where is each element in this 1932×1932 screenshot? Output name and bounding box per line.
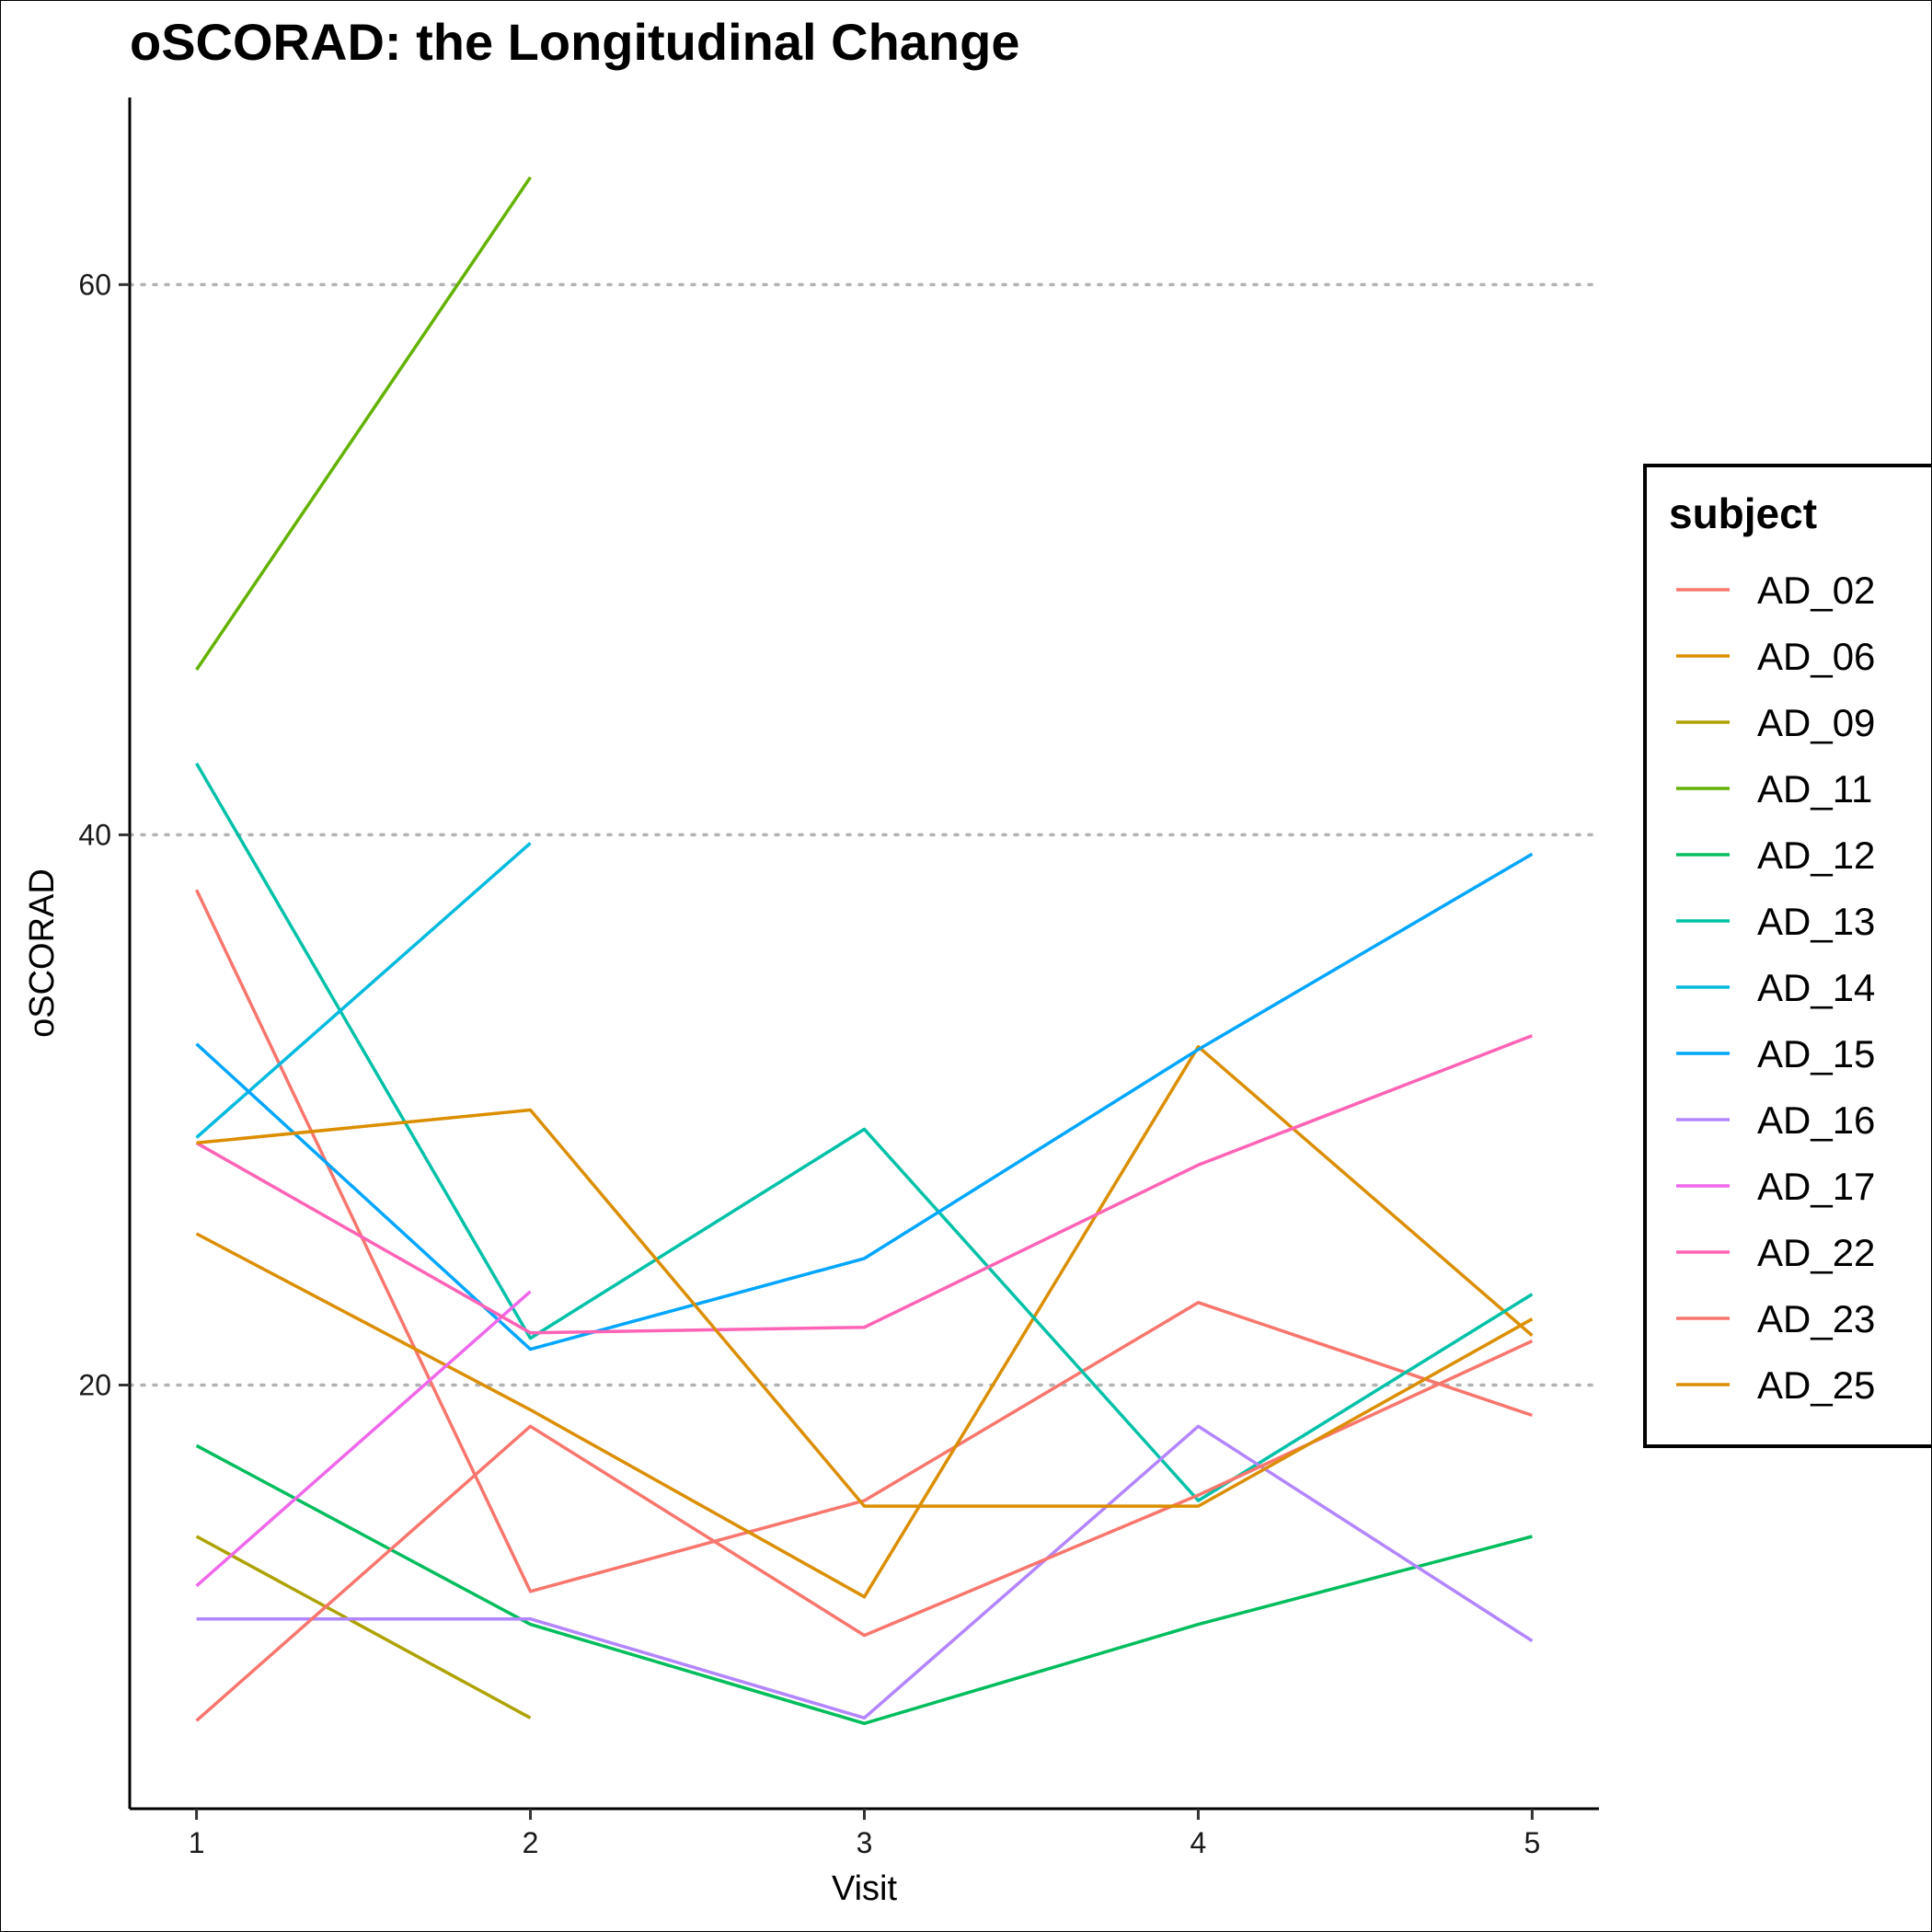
legend-label: AD_14 [1757,966,1875,1009]
legend-item: AD_16 [1676,1098,1875,1142]
legend-item: AD_22 [1676,1231,1875,1274]
series-line-ad-13 [195,762,1534,1502]
legend-label: AD_12 [1757,834,1875,877]
legend-label: AD_23 [1757,1297,1875,1340]
y-axis-title: oSCORAD [23,868,62,1038]
legend-item: AD_23 [1676,1297,1875,1340]
legend-label: AD_15 [1757,1032,1875,1075]
legend-item: AD_11 [1676,767,1872,811]
series-lines [195,176,1534,1726]
legend-label: AD_25 [1757,1363,1875,1407]
legend-item: AD_09 [1676,701,1875,744]
x-tick-label: 1 [189,1826,205,1859]
series-line-ad-25 [196,1108,1534,1508]
grid-lines [128,282,1601,1387]
y-tick-label: 20 [78,1368,111,1401]
x-axis-title: Visit [832,1869,898,1908]
legend-item: AD_13 [1676,900,1875,943]
series-line-ad-09 [195,1535,532,1719]
series-line-ad-02 [195,889,1533,1593]
x-axis-ticks: 1 2 3 4 5 [189,1809,1541,1859]
legend-item: AD_12 [1676,834,1875,877]
series-line-ad-23 [195,1340,1534,1722]
chart-title: oSCORAD: the Longitudinal Change [130,13,1019,71]
legend-box [1643,464,1931,1448]
x-tick-label: 4 [1190,1826,1207,1859]
legend-label: AD_02 [1757,569,1875,612]
series-line-ad-17 [195,1290,532,1588]
legend-title: subject [1669,489,1817,537]
series-line-ad-16 [196,1424,1534,1720]
series-line-ad-15 [195,852,1534,1351]
legend-label: AD_22 [1757,1231,1875,1274]
series-line-ad-14 [195,842,532,1139]
legend-label: AD_13 [1757,900,1875,943]
legend-label: AD_09 [1757,701,1875,744]
legend-item: AD_25 [1676,1363,1875,1407]
series-line-ad-06 [195,1044,1534,1599]
legend-item: AD_15 [1676,1032,1875,1075]
legend: subject AD_02AD_06AD_09AD_11AD_12AD_13AD… [1643,464,1931,1448]
legend-label: AD_11 [1757,767,1872,811]
legend-label: AD_06 [1757,635,1875,678]
legend-item: AD_02 [1676,569,1875,612]
x-tick-label: 5 [1524,1826,1541,1859]
legend-item: AD_17 [1676,1165,1875,1208]
legend-item: AD_06 [1676,635,1875,678]
y-axis-ticks: 20 40 60 [78,268,130,1401]
axes: 20 40 60 1 2 3 4 5 [78,98,1599,1859]
series-line-ad-11 [195,176,532,671]
x-tick-label: 3 [857,1826,873,1859]
series-line-ad-22 [195,1034,1534,1335]
legend-item: AD_14 [1676,966,1875,1009]
legend-label: AD_17 [1757,1165,1875,1208]
legend-items: AD_02 AD_06 AD_09 AD_11 AD_12 AD_13 AD_14 AD_15… [1676,569,1875,1407]
legend-label: AD_16 [1757,1098,1875,1142]
y-tick-label: 40 [78,818,111,851]
series-line-ad-12 [195,1443,1533,1726]
x-tick-label: 2 [523,1826,539,1859]
y-tick-label: 60 [78,268,111,301]
